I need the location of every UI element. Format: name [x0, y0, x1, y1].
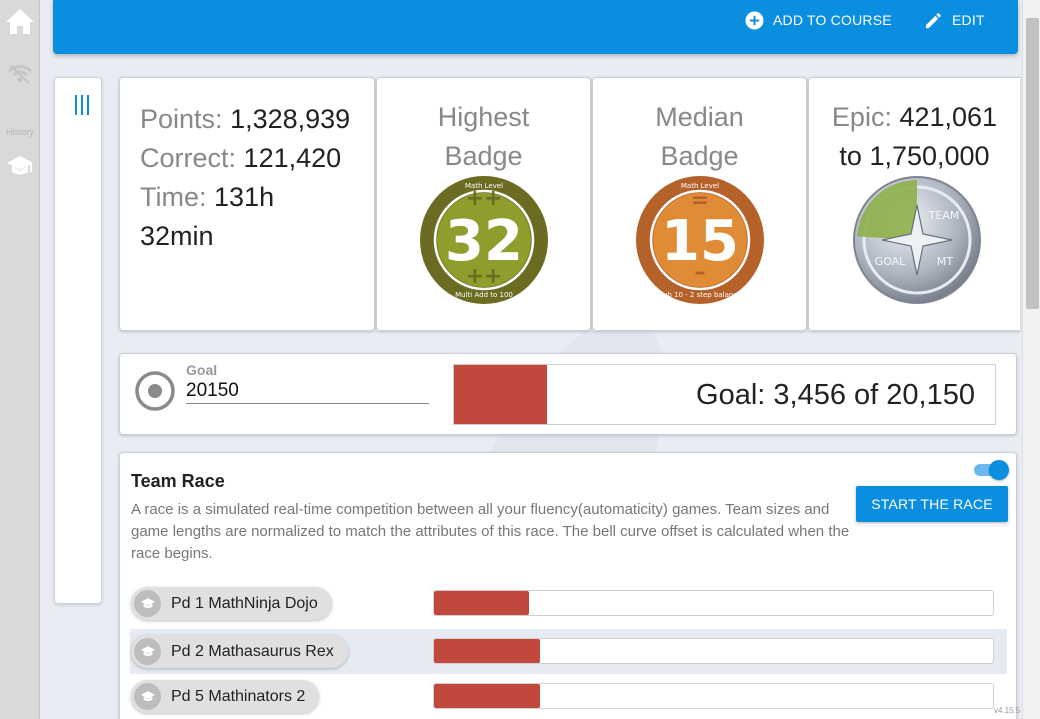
stats-card: Points: 1,328,939 Correct: 121,420 Time:…	[119, 77, 375, 331]
add-circle-icon	[745, 10, 764, 30]
highest-badge-heading-2: Badge	[444, 141, 523, 171]
points-label: Points:	[140, 104, 223, 134]
emblem-text-mt: MT	[937, 255, 953, 268]
school-icon[interactable]	[4, 154, 36, 178]
epic-label: Epic:	[831, 102, 892, 132]
school-icon	[134, 638, 161, 665]
page-scrollbar[interactable]	[1022, 0, 1040, 719]
team-chip[interactable]: Pd 5 Mathinators 2	[131, 680, 320, 713]
team-progress-fill	[434, 591, 530, 615]
goal-input[interactable]	[186, 378, 429, 404]
goal-progress-fill	[454, 365, 547, 424]
correct-value: 121,420	[243, 143, 342, 173]
minus-icon: =	[691, 188, 709, 213]
toggle-knob	[989, 460, 1009, 480]
median-badge-heading: Median	[655, 102, 744, 132]
team-race-description: A race is a simulated real-time competit…	[131, 501, 850, 562]
goal-progress-bar: Goal: 3,456 of 20,150	[453, 364, 996, 425]
correct-label: Correct:	[140, 143, 237, 173]
epic-progress-emblem: TEAM GOAL MT	[853, 176, 981, 304]
epic-value: 421,061	[899, 102, 998, 132]
highest-badge-card: Highest Badge Math Level ++ 32 ++ Multi …	[376, 77, 591, 331]
compass-star-icon	[881, 204, 953, 276]
team-progress-bar	[433, 638, 994, 664]
epic-row: Epic: 421,061	[809, 98, 1020, 137]
team-progress-fill	[434, 639, 541, 663]
epic-target: to 1,750,000	[839, 141, 990, 171]
history-label: History	[5, 127, 34, 137]
highest-badge-bottom-text: Multi Add to 100	[455, 291, 513, 299]
time-row: Time: 131h	[140, 178, 374, 217]
home-icon[interactable]	[4, 8, 36, 35]
team-name: Pd 5 Mathinators 2	[171, 688, 306, 705]
team-race-title: Team Race	[131, 471, 225, 491]
median-badge-card: Median Badge Math Level = 15 – Sub 10 - …	[592, 77, 807, 331]
correct-row: Correct: 121,420	[140, 139, 374, 178]
target-icon	[135, 371, 175, 411]
median-badge-heading-2: Badge	[660, 141, 739, 171]
top-header: ADD TO COURSE EDIT	[53, 0, 1018, 54]
epic-progress-wedge	[857, 180, 917, 240]
side-panel	[54, 77, 102, 604]
goal-card: Goal Goal: 3,456 of 20,150	[119, 353, 1017, 435]
team-name: Pd 1 MathNinja Dojo	[171, 595, 318, 612]
median-badge-bottom-text: Sub 10 - 2 step balance	[658, 291, 741, 299]
minus-icon: –	[695, 260, 706, 285]
pencil-icon	[925, 12, 942, 28]
points-value: 1,328,939	[230, 104, 351, 134]
plus-icon: ++	[466, 186, 503, 211]
team-progress-fill	[434, 684, 541, 708]
team-progress-bar	[433, 683, 994, 709]
team-chip[interactable]: Pd 1 MathNinja Dojo	[131, 587, 332, 620]
highest-badge-heading: Highest	[437, 102, 530, 132]
highest-badge-top-text: Math Level	[465, 182, 503, 190]
school-icon	[134, 590, 161, 617]
median-badge-top-text: Math Level	[681, 182, 719, 190]
time-label: Time:	[140, 182, 207, 212]
menu-icon[interactable]	[75, 95, 89, 120]
edit-button[interactable]: EDIT	[924, 10, 985, 30]
median-badge-medal: Math Level = 15 – Sub 10 - 2 step balanc…	[636, 176, 764, 304]
emblem-text-team: TEAM	[928, 209, 960, 222]
highest-badge-number: 32	[445, 209, 523, 274]
plus-icon: ++	[466, 264, 503, 289]
team-race-card: Team Race A race is a simulated real-tim…	[119, 452, 1017, 719]
time-value: 131h	[214, 182, 275, 212]
goal-progress-text: Goal: 3,456 of 20,150	[696, 379, 975, 411]
add-to-course-button[interactable]: ADD TO COURSE	[745, 10, 892, 30]
version-label: v4.15.5	[994, 706, 1021, 715]
highest-badge-medal: Math Level ++ 32 ++ Multi Add to 100	[420, 176, 548, 304]
team-row: Pd 1 MathNinja Dojo	[130, 581, 1007, 626]
team-name: Pd 2 Mathasaurus Rex	[171, 643, 334, 660]
points-row: Points: 1,328,939	[140, 100, 374, 139]
epic-card: Epic: 421,061 to 1,750,000 TEAM GOAL MT	[808, 77, 1020, 331]
goal-label: Goal	[186, 362, 218, 378]
median-badge-number: 15	[661, 209, 739, 274]
team-progress-bar	[433, 590, 994, 616]
left-rail: History	[0, 0, 40, 719]
start-race-button[interactable]: START THE RACE	[856, 486, 1008, 522]
scrollbar-thumb[interactable]	[1026, 18, 1039, 309]
school-icon	[134, 683, 161, 710]
team-chip[interactable]: Pd 2 Mathasaurus Rex	[131, 635, 348, 668]
team-row: Pd 2 Mathasaurus Rex	[130, 629, 1007, 674]
edit-label: EDIT	[952, 12, 985, 28]
team-race-toggle[interactable]	[974, 460, 1009, 480]
emblem-text-goal: GOAL	[875, 255, 907, 268]
add-to-course-label: ADD TO COURSE	[773, 12, 892, 28]
time-value-minutes: 32min	[140, 221, 214, 251]
wifi-off-icon[interactable]	[4, 64, 36, 84]
team-row: Pd 5 Mathinators 2	[130, 674, 1007, 719]
